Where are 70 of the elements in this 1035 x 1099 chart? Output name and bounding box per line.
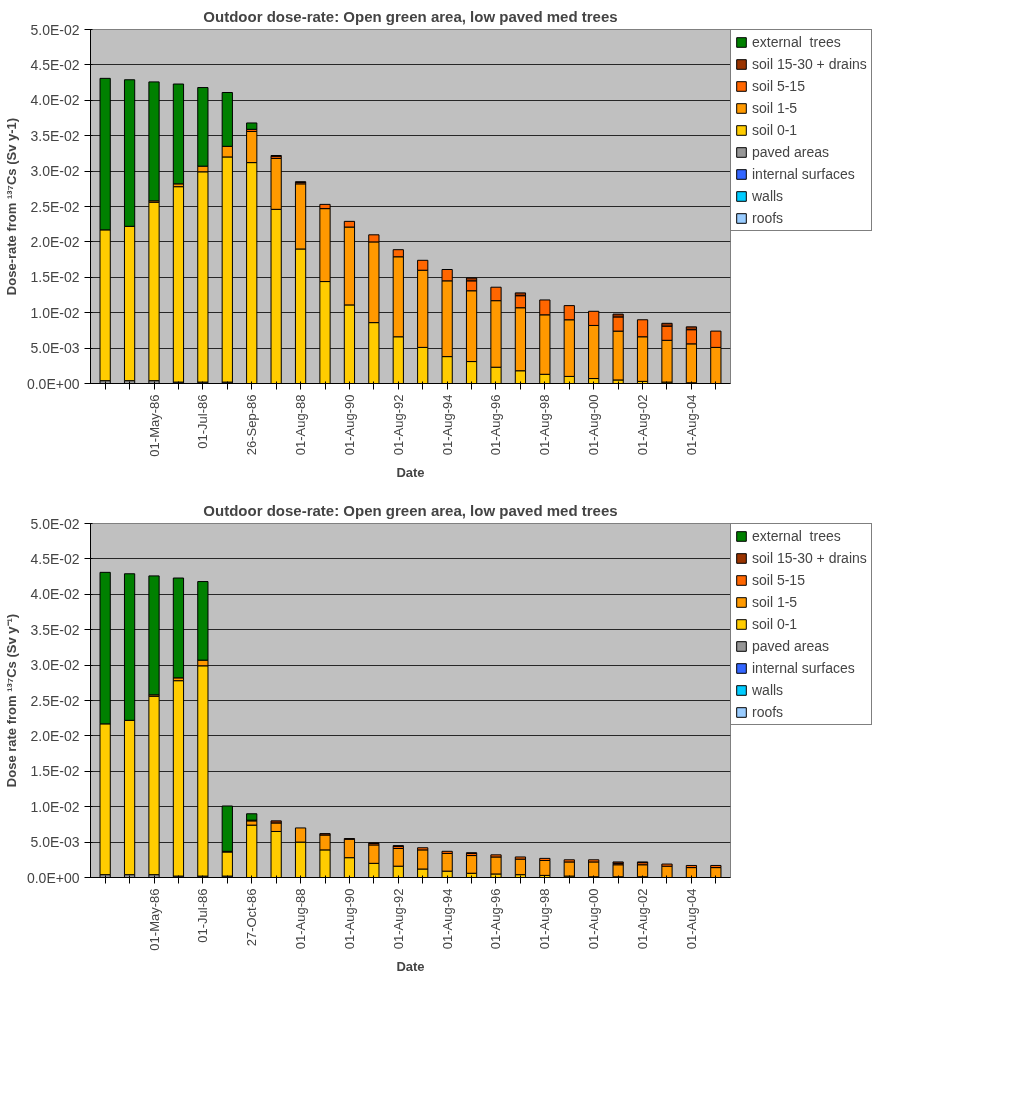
y-tick-label: 1.5E-02 <box>30 763 80 780</box>
legend-label: internal surfaces <box>752 660 855 676</box>
x-tick-label: 01-Aug-90 <box>341 888 357 950</box>
x-tick-label: 01-Aug-92 <box>390 394 406 456</box>
legend-label: soil 15-30 + drains <box>752 56 867 72</box>
x-tick-label: 01-Aug-92 <box>390 888 406 950</box>
y-tick-label: 3.0E-02 <box>30 657 80 674</box>
legend-label: paved areas <box>752 144 830 160</box>
x-tick-label: 01-Aug-88 <box>293 888 309 950</box>
x-tick-label: 01-Aug-02 <box>635 394 651 456</box>
x-tick-label: 01-Aug-02 <box>635 888 651 950</box>
y-tick-label: 4.5E-02 <box>30 56 80 73</box>
x-tick-label: 01-Aug-90 <box>341 394 357 456</box>
x-tick-label: 01-Aug-94 <box>439 394 455 456</box>
x-tick-label: 01-Aug-04 <box>683 394 699 456</box>
x-tick-label: 26-Sep-86 <box>244 394 260 456</box>
x-tick-label: 01-Aug-96 <box>488 394 504 456</box>
legend-label: soil 5-15 <box>752 78 805 94</box>
legend-label: external trees <box>752 34 841 50</box>
x-axis-title: Date <box>396 464 425 480</box>
y-tick-label: 1.0E-02 <box>30 304 80 321</box>
x-tick-label: 01-Aug-94 <box>439 888 455 950</box>
y-tick-label: 2.0E-02 <box>30 727 80 744</box>
y-tick-label: 5.0E-03 <box>30 340 80 357</box>
y-tick-label: 5.0E-03 <box>30 834 80 851</box>
y-tick-label: 3.5E-02 <box>30 127 80 144</box>
legend-label: roofs <box>752 704 784 720</box>
chart-title: Outdoor dose-rate: Open green area, low paved med trees <box>203 7 618 25</box>
x-tick-label: 01-Jul-86 <box>195 888 211 943</box>
y-axis-title: Dose rate from ¹³⁷Cs (Sv y⁻¹) <box>3 613 19 788</box>
legend-label: paved areas <box>752 638 830 654</box>
legend-label: internal surfaces <box>752 166 855 182</box>
x-tick-label: 01-May-86 <box>146 394 162 457</box>
y-tick-label: 5.0E-02 <box>30 515 80 532</box>
y-tick-label: 2.5E-02 <box>30 198 80 215</box>
y-axis-title: Dose-rate from ¹³⁷Cs (Sv y-1) <box>3 117 19 296</box>
x-tick-label: 01-Aug-00 <box>586 394 602 456</box>
legend-label: walls <box>752 188 784 204</box>
x-tick-label: 27-Oct-86 <box>244 888 260 947</box>
y-tick-label: 2.0E-02 <box>30 233 80 250</box>
legend-label: soil 0-1 <box>752 122 798 138</box>
legend-label: soil 0-1 <box>752 616 798 632</box>
legend-label: soil 1-5 <box>752 594 798 610</box>
x-tick-label: 01-Aug-00 <box>586 888 602 950</box>
x-tick-label: 01-Jul-86 <box>195 394 211 449</box>
y-tick-label: 4.5E-02 <box>30 550 80 567</box>
x-tick-label: 01-Aug-04 <box>683 888 699 950</box>
y-tick-label: 0.0E+00 <box>26 375 80 392</box>
y-tick-label: 4.0E-02 <box>30 586 80 603</box>
legend-label: soil 15-30 + drains <box>752 550 867 566</box>
legend-label: walls <box>752 682 784 698</box>
y-tick-label: 4.0E-02 <box>30 92 80 109</box>
legend-label: soil 5-15 <box>752 572 805 588</box>
y-tick-label: 0.0E+00 <box>26 869 80 886</box>
legend-label: soil 1-5 <box>752 100 798 116</box>
y-tick-label: 1.5E-02 <box>30 269 80 286</box>
x-axis-title: Date <box>396 958 425 974</box>
legend-label: external trees <box>752 528 841 544</box>
y-tick-label: 2.5E-02 <box>30 692 80 709</box>
chart-title: Outdoor dose-rate: Open green area, low paved med trees <box>203 501 618 519</box>
y-tick-label: 1.0E-02 <box>30 798 80 815</box>
x-tick-label: 01-Aug-98 <box>537 394 553 456</box>
x-tick-label: 01-Aug-98 <box>537 888 553 950</box>
y-tick-label: 3.0E-02 <box>30 163 80 180</box>
y-tick-label: 5.0E-02 <box>30 21 80 38</box>
x-tick-label: 01-Aug-88 <box>293 394 309 456</box>
x-tick-label: 01-Aug-96 <box>488 888 504 950</box>
y-tick-label: 3.5E-02 <box>30 621 80 638</box>
x-tick-label: 01-May-86 <box>146 888 162 951</box>
legend-label: roofs <box>752 210 784 226</box>
